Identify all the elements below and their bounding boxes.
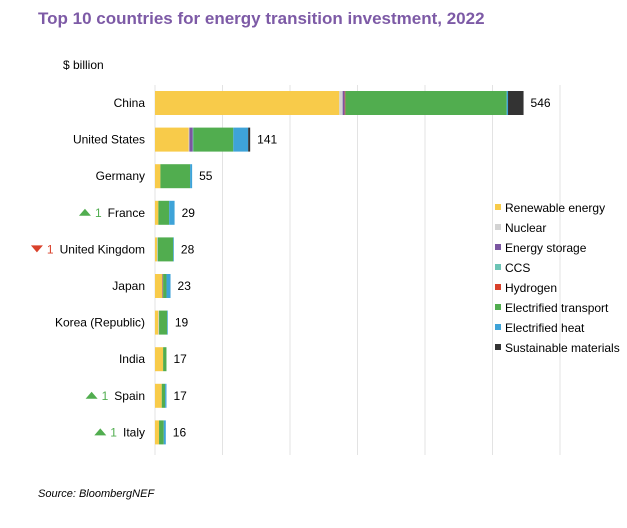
legend-label-ccs: CCS <box>505 261 530 275</box>
legend-swatch-renewable-energy <box>495 204 501 210</box>
bar-segment-energy-storage <box>189 127 193 152</box>
rank-down-triangle-icon <box>30 245 43 253</box>
bar-segment-renewable-energy <box>155 91 340 115</box>
bar-segment-electrified-transport <box>161 383 166 408</box>
category-label-united-states: United States <box>73 133 145 147</box>
legend-label-hydrogen: Hydrogen <box>505 281 557 295</box>
legend-swatch-sustainable-materials <box>495 344 501 350</box>
bar-segment-electrified-heat <box>506 91 509 115</box>
bar-segment-renewable-energy <box>155 274 163 298</box>
bar-segment-electrified-transport <box>159 310 168 335</box>
bar-segment-renewable-energy <box>155 347 164 372</box>
legend-label-electrified-transport: Electrified transport <box>505 301 609 315</box>
legend-swatch-electrified-transport <box>495 304 501 310</box>
bar-segment-electrified-transport <box>157 237 174 262</box>
chart-title: Top 10 countries for energy transition i… <box>38 9 485 28</box>
unit-label: $ billion <box>63 58 104 72</box>
total-value-label: 55 <box>199 169 213 183</box>
rank-up-triangle-icon <box>85 391 98 399</box>
legend-swatch-electrified-heat <box>495 324 501 330</box>
total-value-label: 16 <box>173 425 187 439</box>
bar-segment-renewable-energy <box>155 383 162 408</box>
bar-segment-electrified-transport <box>160 164 191 189</box>
bar-segment-energy-storage <box>162 274 164 298</box>
total-value-label: 23 <box>178 279 192 293</box>
legend-label-sustainable-materials: Sustainable materials <box>505 341 620 355</box>
bar-segment-electrified-transport <box>163 274 167 298</box>
bar-segment-electrified-heat <box>169 200 175 225</box>
bar-segment-energy-storage <box>342 91 345 115</box>
total-value-label: 28 <box>181 242 195 256</box>
bar-segment-electrified-transport <box>193 127 234 152</box>
legend-swatch-energy-storage <box>495 244 501 250</box>
total-value-label: 17 <box>173 389 187 403</box>
bar-segment-renewable-energy <box>155 420 160 445</box>
bar-segment-electrified-heat <box>167 310 168 335</box>
bar-segment-renewable-energy <box>155 127 189 152</box>
bar-segment-electrified-heat <box>173 237 174 262</box>
legend-swatch-hydrogen <box>495 284 501 290</box>
category-label-korea-republic: Korea (Republic) <box>55 316 145 330</box>
bar-segment-electrified-heat <box>166 274 171 298</box>
category-label-japan: Japan <box>112 279 145 293</box>
category-label-china: China <box>114 96 146 110</box>
rank-change-value: 1 <box>110 425 117 439</box>
legend-label-renewable-energy: Renewable energy <box>505 201 605 215</box>
category-label-india: India <box>119 352 145 366</box>
bar-segment-renewable-energy <box>155 200 159 225</box>
legend-label-nuclear: Nuclear <box>505 221 546 235</box>
total-value-label: 29 <box>182 206 196 220</box>
total-value-label: 141 <box>257 133 277 147</box>
rank-up-triangle-icon <box>94 428 107 436</box>
rank-change-value: 1 <box>47 242 54 256</box>
category-label-germany: Germany <box>96 169 145 183</box>
bar-segment-renewable-energy <box>155 164 161 189</box>
bar-segment-electrified-transport <box>158 200 170 225</box>
legend-label-energy-storage: Energy storage <box>505 241 587 255</box>
bar-segment-renewable-energy <box>155 310 159 335</box>
bar-segment-electrified-heat <box>163 420 166 445</box>
total-value-label: 546 <box>531 96 551 110</box>
source-note: Source: BloombergNEF <box>38 488 155 500</box>
bar-segment-sustainable-materials <box>248 127 251 152</box>
bar-segment-electrified-heat <box>233 127 249 152</box>
bar-segment-electrified-transport <box>163 347 167 372</box>
rank-change-value: 1 <box>102 389 109 403</box>
bar-segment-hydrogen <box>344 91 346 115</box>
total-value-label: 19 <box>175 316 189 330</box>
bar-segment-renewable-energy <box>155 237 158 262</box>
bar-segment-nuclear <box>157 237 158 262</box>
bar-segment-electrified-heat <box>165 383 167 408</box>
bar-segment-electrified-transport <box>159 420 164 445</box>
legend-swatch-nuclear <box>495 224 501 230</box>
bar-segment-nuclear <box>188 127 190 152</box>
bar-segment-electrified-transport <box>345 91 507 115</box>
bar-segment-ccs <box>192 127 194 152</box>
bar-segment-sustainable-materials <box>508 91 524 115</box>
rank-change-value: 1 <box>95 206 102 220</box>
legend-swatch-ccs <box>495 264 501 270</box>
rank-up-triangle-icon <box>78 208 91 216</box>
category-label-spain: Spain <box>114 389 145 403</box>
bar-segment-nuclear <box>339 91 343 115</box>
legend-label-electrified-heat: Electrified heat <box>505 321 585 335</box>
category-label-united-kingdom: United Kingdom <box>60 242 145 256</box>
category-label-france: France <box>108 206 146 220</box>
bar-segment-nuclear <box>158 310 160 335</box>
bar-segment-electrified-heat <box>190 164 193 189</box>
category-label-italy: Italy <box>123 425 145 439</box>
total-value-label: 17 <box>173 352 187 366</box>
